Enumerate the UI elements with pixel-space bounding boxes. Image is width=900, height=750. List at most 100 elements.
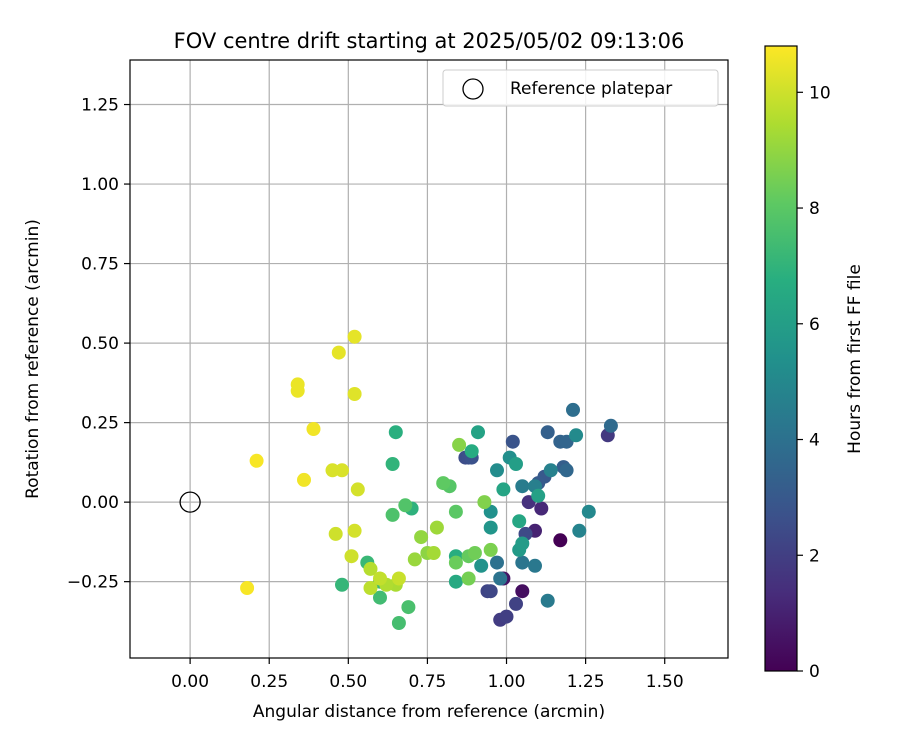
colorbar-tick-label: 10 <box>809 83 831 103</box>
data-point <box>347 387 362 401</box>
data-point <box>467 546 482 560</box>
data-point <box>385 507 400 522</box>
data-point <box>306 422 321 436</box>
legend-box <box>442 69 719 107</box>
x-tick-label: 0.75 <box>408 672 446 692</box>
data-point <box>572 523 587 538</box>
data-point <box>325 463 340 478</box>
data-point <box>483 520 498 535</box>
data-point <box>448 504 463 519</box>
data-point <box>512 514 527 529</box>
colorbar-label: Hours from first FF file <box>845 264 865 454</box>
y-tick-label: 1.00 <box>81 175 119 195</box>
colorbar-ticks: 0 2 4 6 8 10 <box>797 83 831 682</box>
data-point <box>350 482 365 497</box>
data-point <box>391 616 406 630</box>
data-point <box>373 590 387 605</box>
plot-area <box>130 60 728 658</box>
data-point <box>363 561 378 576</box>
data-point <box>543 463 558 478</box>
data-point <box>534 501 549 516</box>
legend: Reference platepar <box>442 69 719 107</box>
data-point <box>483 542 498 557</box>
data-point <box>569 428 584 443</box>
data-point <box>448 574 463 589</box>
data-points <box>240 329 618 630</box>
data-point <box>249 453 264 468</box>
colorbar-tick-label: 6 <box>809 315 820 335</box>
data-point <box>436 476 451 491</box>
data-point <box>297 472 311 487</box>
legend-reference-marker-icon <box>462 78 484 100</box>
data-point <box>490 555 504 570</box>
data-point <box>474 558 489 573</box>
data-point <box>581 504 596 519</box>
data-point <box>452 437 467 452</box>
data-point <box>347 523 362 538</box>
y-tick-label: 0.25 <box>81 414 119 434</box>
data-point <box>398 498 413 513</box>
colorbar-gradient <box>764 45 798 672</box>
y-tick-label: 0.00 <box>81 493 119 513</box>
data-point <box>515 555 530 570</box>
data-point <box>448 555 463 570</box>
data-point <box>603 418 618 433</box>
y-axis-label: Rotation from reference (arcmin) <box>23 219 43 499</box>
colorbar-tick-label: 8 <box>809 199 820 219</box>
colorbar-tick-label: 2 <box>809 546 820 566</box>
data-point <box>490 463 504 478</box>
data-point <box>531 488 546 503</box>
data-point <box>461 571 476 586</box>
data-point <box>496 482 511 497</box>
colorbar-tick-label: 0 <box>809 662 820 682</box>
x-tick-label: 0.25 <box>250 672 288 692</box>
data-point <box>509 457 523 471</box>
x-axis-label: Angular distance from reference (arcmin) <box>253 702 605 722</box>
x-tick-label: 0.00 <box>171 672 209 692</box>
y-tick-label: 1.25 <box>81 96 119 116</box>
data-point <box>515 536 530 551</box>
x-tick-label: 1.25 <box>567 672 605 692</box>
data-point <box>335 577 349 592</box>
data-point <box>477 495 492 510</box>
plot-frame <box>129 59 729 659</box>
y-axis-ticks: −0.25 0.00 0.25 0.50 0.75 1.00 1.25 <box>67 96 130 593</box>
reference-marker-layer <box>179 491 201 513</box>
data-point <box>347 329 362 344</box>
data-point <box>540 425 555 440</box>
data-point <box>388 425 403 440</box>
y-tick-label: 0.50 <box>81 334 119 354</box>
data-point <box>328 526 343 541</box>
data-point <box>407 552 422 567</box>
data-point <box>331 345 346 360</box>
data-point <box>385 457 400 471</box>
legend-entry-label: Reference platepar <box>510 79 672 99</box>
data-point <box>464 444 479 459</box>
data-point <box>505 434 520 449</box>
data-point <box>559 463 574 478</box>
data-point <box>363 581 378 595</box>
x-axis-ticks: 0.00 0.25 0.50 0.75 1.00 1.25 1.50 <box>171 658 684 692</box>
data-point <box>344 549 359 564</box>
chart-title: FOV centre drift starting at 2025/05/02 … <box>174 29 685 53</box>
data-point <box>509 596 523 611</box>
y-tick-label: −0.25 <box>67 573 119 593</box>
data-point <box>483 584 498 599</box>
reference-platepar-marker <box>179 491 201 513</box>
data-point <box>471 425 485 440</box>
data-point <box>429 520 444 535</box>
data-point <box>553 533 568 548</box>
data-point <box>540 593 555 608</box>
data-point <box>528 558 542 573</box>
data-point <box>566 402 580 417</box>
y-tick-label: 0.75 <box>81 255 119 275</box>
data-point <box>414 530 429 545</box>
data-point <box>499 609 514 624</box>
colorbar-tick-label: 4 <box>809 431 820 451</box>
data-point <box>391 571 406 586</box>
data-point <box>401 600 416 615</box>
x-tick-label: 1.50 <box>646 672 684 692</box>
x-tick-label: 0.50 <box>329 672 367 692</box>
data-point <box>373 571 387 586</box>
